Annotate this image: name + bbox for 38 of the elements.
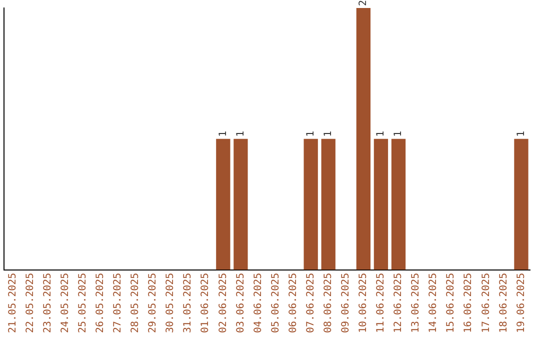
x-tick-label: 09.06.2025 xyxy=(340,272,352,334)
x-tick-label: 07.06.2025 xyxy=(305,272,316,334)
x-tick-label: 23.05.2025 xyxy=(42,272,54,334)
x-tick-label: 21.05.2025 xyxy=(7,272,18,334)
x-tick-label: 04.06.2025 xyxy=(252,272,264,334)
x-tick-label: 24.05.2025 xyxy=(60,272,71,334)
x-tick-label: 02.06.2025 xyxy=(218,272,229,334)
x-tick-label: 28.05.2025 xyxy=(130,272,142,334)
x-tick-label: 14.06.2025 xyxy=(428,272,440,334)
x-tick-label: 30.05.2025 xyxy=(165,272,176,334)
x-tick-label: 22.05.2025 xyxy=(24,272,36,334)
data-label: 1 xyxy=(218,130,229,137)
data-label: 2 xyxy=(358,0,370,6)
x-tick-label: 05.06.2025 xyxy=(270,272,282,334)
x-tick-label: 29.05.2025 xyxy=(148,272,159,334)
x-tick-label: 01.06.2025 xyxy=(200,272,212,334)
data-label: 1 xyxy=(376,130,387,137)
x-tick-label: 06.06.2025 xyxy=(288,272,299,334)
x-tick-label: 03.06.2025 xyxy=(235,272,246,334)
x-tick-label: 16.06.2025 xyxy=(463,272,474,334)
data-label: 1 xyxy=(235,130,246,137)
x-tick-label: 08.06.2025 xyxy=(322,272,334,334)
data-label: 1 xyxy=(393,130,404,137)
x-tick-label: 11.06.2025 xyxy=(376,272,387,334)
x-tick-label: 10.06.2025 xyxy=(358,272,370,334)
data-label: 1 xyxy=(322,130,334,137)
x-tick-label: 12.06.2025 xyxy=(393,272,404,334)
data-label: 1 xyxy=(516,130,527,137)
x-tick-label: 15.06.2025 xyxy=(446,272,457,334)
x-tick-label: 31.05.2025 xyxy=(182,272,194,334)
x-tick-label: 25.05.2025 xyxy=(77,272,88,334)
x-tick-label: 17.06.2025 xyxy=(480,272,492,334)
x-tick-label: 19.06.2025 xyxy=(516,272,527,334)
x-tick-label: 26.05.2025 xyxy=(95,272,106,334)
data-label: 1 xyxy=(305,130,316,137)
x-tick-label: 13.06.2025 xyxy=(410,272,422,334)
x-tick-label: 27.05.2025 xyxy=(112,272,124,334)
x-tick-label: 18.06.2025 xyxy=(498,272,510,334)
